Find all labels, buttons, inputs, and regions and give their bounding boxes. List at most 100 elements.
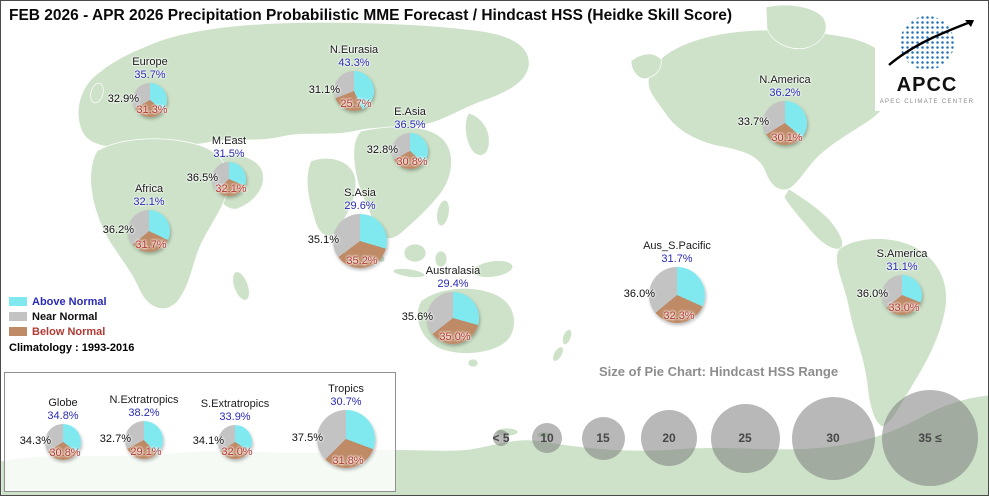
near-normal-value: 34.1%: [192, 435, 224, 447]
above-normal-value: 31.7%: [661, 253, 693, 265]
region-name: M.East: [211, 135, 247, 147]
region-name: S.America: [876, 248, 928, 260]
near-normal-value: 36.5%: [186, 172, 218, 184]
region-name: Europe: [132, 56, 168, 68]
below-normal-value: 30.8%: [396, 156, 428, 168]
category-legend: Above Normal Near Normal Below Normal Cl…: [5, 291, 135, 357]
pie-chart: [45, 424, 81, 460]
near-normal-swatch-icon: [9, 312, 27, 321]
size-step-circle: 10: [532, 423, 562, 453]
near-normal-value: 36.0%: [623, 288, 655, 300]
above-normal-value: 33.9%: [219, 411, 251, 423]
region-name: E.Asia: [394, 106, 426, 118]
region-name: N.America: [759, 74, 811, 86]
above-normal-value: 31.5%: [213, 148, 245, 160]
near-normal-value: 36.2%: [102, 224, 134, 236]
pie-chart: [317, 410, 375, 468]
above-normal-value: 36.5%: [394, 119, 426, 131]
near-normal-value: 33.7%: [737, 116, 769, 128]
size-step-label: 30: [826, 431, 840, 445]
near-normal-value: 31.1%: [308, 84, 340, 96]
near-normal-value: 36.0%: [856, 288, 888, 300]
apcc-logo: APCC APEC CLIMATE CENTER: [875, 5, 983, 111]
below-normal-value: 32.1%: [215, 183, 247, 195]
above-normal-swatch-icon: [9, 297, 27, 306]
above-normal-value: 32.1%: [133, 196, 165, 208]
size-step-label: 10: [540, 431, 554, 445]
below-normal-value: 32.0%: [221, 446, 253, 458]
pie-chart: [334, 71, 374, 111]
pie-chart: [218, 425, 252, 459]
below-normal-value: 33.0%: [888, 302, 920, 314]
size-step-label: 20: [662, 431, 676, 445]
figure-title: FEB 2026 - APR 2026 Precipitation Probab…: [9, 7, 732, 24]
region-name: Tropics: [328, 383, 364, 395]
pie-chart: [128, 210, 170, 252]
region-name: Australasia: [425, 265, 481, 277]
below-normal-value: 35.0%: [439, 331, 471, 343]
apcc-wordmark: APCC: [897, 74, 958, 96]
region-name: Aus_S.Pacific: [643, 240, 711, 252]
pie-chart: [649, 267, 705, 323]
above-normal-value: 35.7%: [134, 69, 166, 81]
near-normal-value: 32.9%: [107, 93, 139, 105]
size-step-label: < 5: [492, 431, 510, 445]
legend-item-above-normal: Above Normal: [9, 294, 131, 309]
below-normal-value: 31.7%: [135, 239, 167, 251]
near-normal-value: 35.1%: [307, 234, 339, 246]
legend-item-near-normal: Near Normal: [9, 309, 131, 324]
near-normal-value: 34.3%: [19, 435, 51, 447]
pie-chart: [427, 292, 479, 344]
pie-chart: [333, 214, 387, 268]
apcc-swoosh-icon: [888, 19, 974, 66]
above-normal-value: 43.3%: [338, 57, 370, 69]
above-normal-value: 30.7%: [330, 396, 362, 408]
below-normal-value: 30.8%: [49, 447, 81, 459]
legend-label-above: Above Normal: [32, 295, 107, 308]
region-name: S.Asia: [344, 187, 376, 199]
region-name: S.Extratropics: [200, 398, 270, 410]
above-normal-value: 38.2%: [128, 407, 160, 419]
size-step-circle: 30: [791, 396, 875, 480]
below-normal-value: 25.7%: [340, 98, 372, 110]
pie-chart: [133, 83, 167, 117]
below-normal-value: 32.3%: [663, 310, 695, 322]
apcc-arrowhead-icon: [965, 20, 974, 27]
size-step-circle: 25: [710, 403, 780, 473]
climatology-note: Climatology : 1993-2016: [9, 342, 135, 354]
below-normal-value: 29.1%: [130, 446, 162, 458]
pie-chart: [392, 133, 428, 169]
below-normal-value: 35.2%: [346, 255, 378, 267]
near-normal-value: 32.8%: [366, 144, 398, 156]
region-name: N.Extratropics: [109, 394, 179, 406]
below-normal-value: 31.8%: [332, 455, 364, 467]
above-normal-value: 31.1%: [886, 261, 918, 273]
size-step-circle: 15: [581, 416, 625, 460]
pie-chart: [882, 275, 922, 315]
above-normal-value: 36.2%: [769, 87, 801, 99]
size-step-label: 15: [596, 431, 610, 445]
above-normal-value: 34.8%: [47, 410, 79, 422]
pie-chart: [125, 421, 163, 459]
near-normal-value: 35.6%: [401, 311, 433, 323]
apcc-logo-graphic: APCC APEC CLIMATE CENTER: [880, 16, 974, 105]
size-step-circle: 20: [641, 410, 697, 466]
legend-label-near: Near Normal: [32, 310, 98, 323]
below-normal-value: 30.1%: [771, 132, 803, 144]
near-normal-value: 37.5%: [291, 432, 323, 444]
near-normal-value: 32.7%: [99, 433, 131, 445]
above-normal-value: 29.4%: [437, 278, 469, 290]
pie-chart: [212, 162, 246, 196]
region-name: Africa: [134, 183, 164, 195]
legend-label-below: Below Normal: [32, 325, 106, 338]
size-step-label: 25: [738, 431, 752, 445]
region-name: Globe: [48, 397, 78, 409]
size-step-label: 35 ≤: [918, 431, 942, 445]
size-legend-title: Size of Pie Chart: Hindcast HSS Range: [599, 364, 839, 379]
apcc-globe-icon: [900, 16, 954, 70]
above-normal-value: 29.6%: [344, 200, 376, 212]
size-step-circle: < 5: [492, 430, 510, 446]
